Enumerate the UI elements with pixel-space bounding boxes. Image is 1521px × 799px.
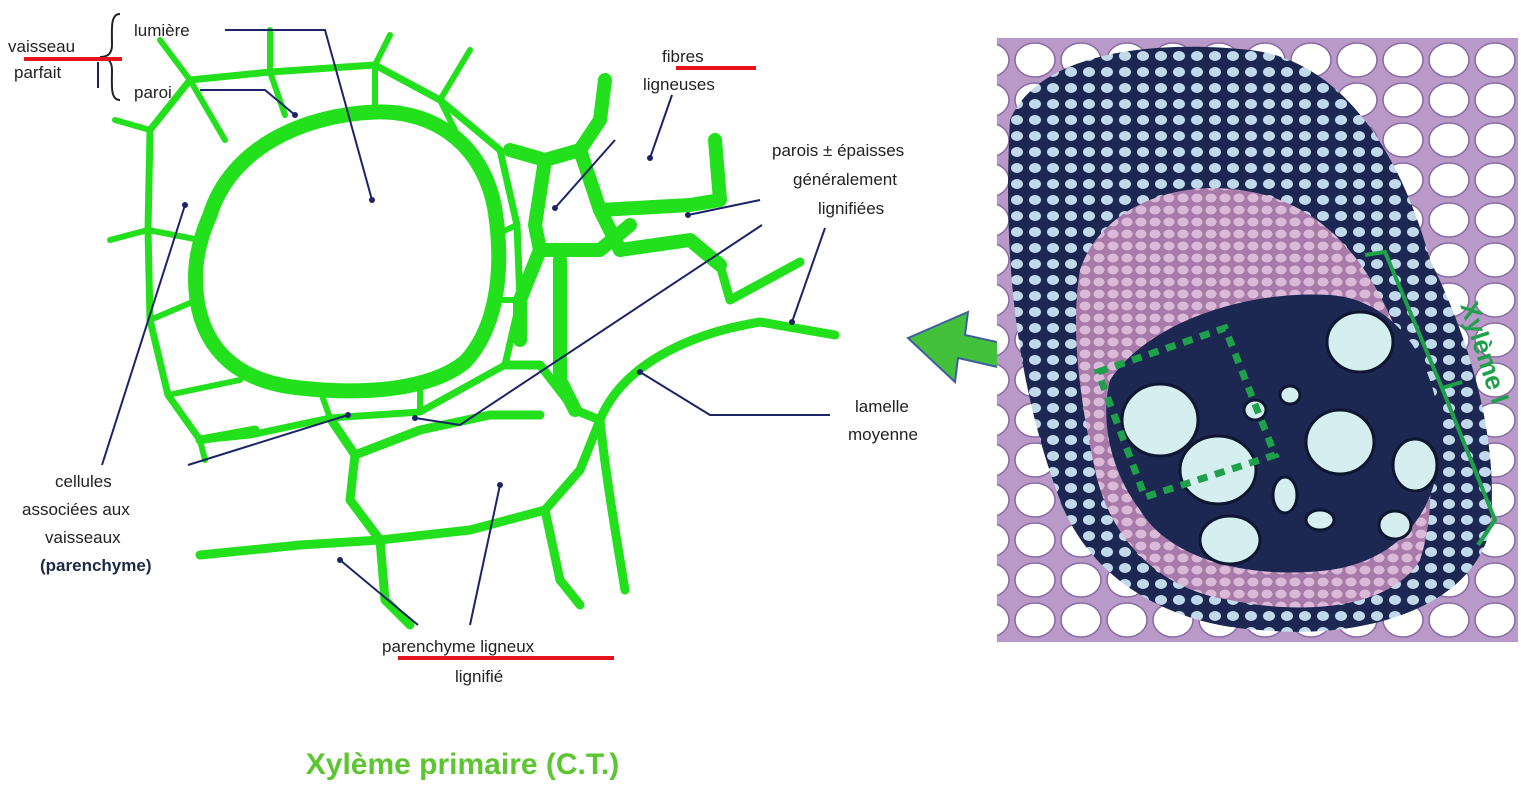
label-parois-line2: généralement — [793, 170, 897, 189]
label-vaisseaux: vaisseaux — [45, 528, 121, 547]
label-parois-line1: parois ± épaisses — [772, 141, 904, 160]
label-ligneuses: ligneuses — [643, 75, 715, 94]
label-moyenne: moyenne — [848, 425, 918, 444]
label-cellules: cellules — [55, 472, 112, 491]
highlight-dashed-box — [1093, 323, 1280, 502]
label-paroi: paroi — [134, 83, 172, 102]
label-associees: associées aux — [22, 500, 130, 519]
label-parois-line3: lignifiées — [818, 199, 884, 218]
label-lamelle: lamelle — [855, 397, 909, 416]
leader-dots — [182, 112, 795, 563]
label-lumiere: lumière — [134, 21, 190, 40]
label-lignifie: lignifié — [455, 667, 503, 686]
xyleme-bracket — [1364, 249, 1498, 547]
label-parenchyme-paren: (parenchyme) — [40, 556, 151, 575]
label-vaisseau: vaisseau — [8, 37, 75, 56]
parenchyma-walls — [195, 257, 840, 630]
red-underlines — [24, 57, 756, 660]
label-fibres: fibres — [662, 47, 704, 66]
figure-caption: Xylème primaire (C.T.) — [305, 748, 620, 781]
vessel-wall — [187, 104, 507, 399]
label-parenchyme-ligneux: parenchyme ligneux — [382, 637, 535, 656]
label-parfait: parfait — [14, 63, 62, 82]
micrograph — [997, 38, 1518, 642]
fibre-walls — [503, 73, 727, 417]
leader-lines — [97, 29, 830, 626]
cell-wall-diagram — [107, 27, 840, 630]
